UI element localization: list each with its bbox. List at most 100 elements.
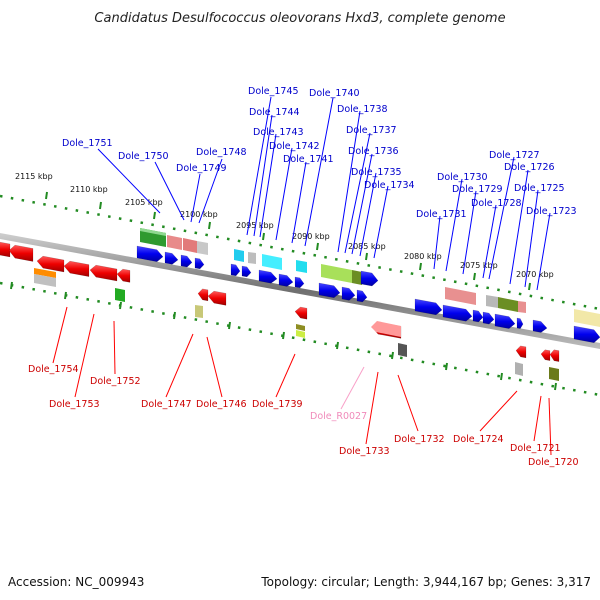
gene-label[interactable]: Dole_1753 bbox=[49, 399, 100, 410]
reverse-gene-labels: Dole_1754 Dole_1753 Dole_1752 Dole_1747 … bbox=[28, 364, 579, 468]
genome-title: Candidatus Desulfococcus oleovorans Hxd3… bbox=[94, 11, 505, 26]
gene-label[interactable]: Dole_1720 bbox=[528, 457, 579, 468]
gene-label[interactable]: Dole_R0027 bbox=[310, 411, 367, 422]
gene-label[interactable]: Dole_1730 bbox=[437, 172, 488, 183]
forward-gene-arrow[interactable] bbox=[258, 269, 278, 284]
gene-block-pink bbox=[167, 235, 182, 250]
reverse-gene-arrow[interactable] bbox=[294, 306, 308, 320]
gene-block-olive bbox=[549, 367, 559, 381]
forward-gene-arrow[interactable] bbox=[164, 251, 179, 265]
reverse-gene-arrow[interactable] bbox=[8, 244, 34, 262]
gene-label[interactable]: Dole_1726 bbox=[504, 162, 555, 173]
reverse-gene-arrow[interactable] bbox=[540, 349, 551, 361]
genome-backbone bbox=[0, 233, 600, 349]
gene-block-lime bbox=[296, 330, 305, 338]
gene-block-pink bbox=[183, 238, 197, 253]
reverse-gene-arrow[interactable] bbox=[116, 268, 131, 283]
gene-label[interactable]: Dole_1754 bbox=[28, 364, 79, 375]
gene-label[interactable]: Dole_1742 bbox=[269, 141, 320, 152]
track-layer bbox=[0, 191, 600, 397]
gene-block-cyan bbox=[262, 254, 282, 270]
forward-gene-arrow[interactable] bbox=[442, 304, 473, 322]
kbp-label: 2070 kbp bbox=[516, 270, 554, 279]
gene-label[interactable]: Dole_1731 bbox=[416, 209, 467, 220]
gene-label[interactable]: Dole_1752 bbox=[90, 376, 141, 387]
kbp-label: 2085 kbp bbox=[348, 242, 386, 251]
forward-gene-arrow[interactable] bbox=[360, 270, 379, 287]
gene-label[interactable]: Dole_1728 bbox=[471, 198, 522, 209]
forward-gene-arrow[interactable] bbox=[294, 276, 305, 289]
gene-label[interactable]: Dole_1743 bbox=[253, 127, 304, 138]
gene-block-olive bbox=[352, 270, 362, 285]
gene-label[interactable]: Dole_1733 bbox=[339, 446, 390, 457]
forward-gene-arrow[interactable] bbox=[180, 254, 193, 268]
gene-label[interactable]: Dole_1749 bbox=[176, 163, 227, 174]
forward-leader-lines bbox=[97, 96, 551, 291]
gene-block-pink bbox=[445, 287, 476, 305]
gene-label[interactable]: Dole_1744 bbox=[249, 107, 300, 118]
forward-genes bbox=[136, 245, 600, 343]
gene-label[interactable]: Dole_1739 bbox=[252, 399, 303, 410]
reverse-gene-arrow[interactable] bbox=[549, 349, 560, 362]
forward-gene-arrow[interactable] bbox=[472, 309, 484, 323]
gene-block-cyan bbox=[296, 260, 307, 273]
reverse-gene-arrow[interactable] bbox=[0, 241, 11, 258]
kbp-label: 2095 kbp bbox=[236, 221, 274, 230]
forward-gene-labels: Dole_1751 Dole_1750 Dole_1749 Dole_1748 … bbox=[62, 86, 577, 220]
gene-label[interactable]: Dole_1735 bbox=[351, 167, 402, 178]
gene-block-khaki bbox=[195, 305, 203, 318]
forward-gene-arrow[interactable] bbox=[241, 265, 252, 278]
kbp-label: 2115 kbp bbox=[15, 172, 53, 181]
gene-block-orange bbox=[34, 268, 56, 278]
gene-block-darkgrey bbox=[398, 343, 407, 357]
forward-gene-arrow[interactable] bbox=[356, 289, 368, 303]
kbp-scale: 2115 kbp 2110 kbp 2105 kbp 2100 kbp 2095… bbox=[15, 172, 554, 279]
gene-label[interactable]: Dole_1725 bbox=[514, 183, 565, 194]
reverse-gene-arrow[interactable] bbox=[36, 255, 65, 273]
gene-label[interactable]: Dole_1750 bbox=[118, 151, 169, 162]
gene-label[interactable]: Dole_1740 bbox=[309, 88, 360, 99]
forward-gene-arrow[interactable] bbox=[136, 245, 164, 262]
forward-gene-arrow[interactable] bbox=[573, 325, 600, 343]
gene-block-grey bbox=[248, 252, 256, 264]
forward-gene-arrow[interactable] bbox=[482, 311, 495, 325]
gene-label[interactable]: Dole_1734 bbox=[364, 180, 415, 191]
kbp-label: 2090 kbp bbox=[292, 232, 330, 241]
gene-label[interactable]: Dole_1748 bbox=[196, 147, 247, 158]
gene-label[interactable]: Dole_1737 bbox=[346, 125, 397, 136]
accession-text: Accession: NC_009943 bbox=[8, 575, 144, 589]
gene-label[interactable]: Dole_1751 bbox=[62, 138, 113, 149]
forward-gene-arrow[interactable] bbox=[532, 319, 548, 333]
gene-label[interactable]: Dole_1738 bbox=[337, 104, 388, 115]
forward-gene-arrow[interactable] bbox=[194, 257, 205, 270]
gene-label[interactable]: Dole_1745 bbox=[248, 86, 299, 97]
forward-gene-arrow[interactable] bbox=[278, 273, 294, 287]
forward-gene-arrow[interactable] bbox=[318, 282, 341, 299]
forward-gene-arrow[interactable] bbox=[230, 263, 241, 277]
reverse-gene-arrow[interactable] bbox=[207, 290, 227, 306]
kbp-label: 2110 kbp bbox=[70, 185, 108, 194]
gene-block-olive bbox=[498, 297, 518, 312]
gene-label[interactable]: Dole_1729 bbox=[452, 184, 503, 195]
reverse-leader-lines bbox=[52, 306, 552, 456]
gene-block-olive bbox=[296, 324, 305, 331]
kbp-label: 2100 kbp bbox=[180, 210, 218, 219]
reverse-gene-arrow[interactable] bbox=[515, 345, 527, 359]
gene-label[interactable]: Dole_1747 bbox=[141, 399, 192, 410]
forward-gene-arrow[interactable] bbox=[494, 313, 516, 329]
forward-gene-arrow[interactable] bbox=[341, 286, 356, 301]
forward-gene-arrow[interactable] bbox=[516, 317, 524, 329]
gene-label[interactable]: Dole_1724 bbox=[453, 434, 504, 445]
gene-label[interactable]: Dole_1721 bbox=[510, 443, 561, 454]
forward-gene-arrow[interactable] bbox=[414, 298, 443, 316]
reverse-gene-arrow[interactable] bbox=[197, 288, 209, 302]
gene-label[interactable]: Dole_1732 bbox=[394, 434, 445, 445]
gene-label[interactable]: Dole_1741 bbox=[283, 154, 334, 165]
gene-label[interactable]: Dole_1727 bbox=[489, 150, 540, 161]
gene-label[interactable]: Dole_1746 bbox=[196, 399, 247, 410]
reverse-gene-arrow[interactable] bbox=[89, 264, 118, 282]
gene-label[interactable]: Dole_1723 bbox=[526, 206, 577, 217]
gene-label[interactable]: Dole_1736 bbox=[348, 146, 399, 157]
reverse-gene-arrow[interactable] bbox=[63, 260, 90, 277]
